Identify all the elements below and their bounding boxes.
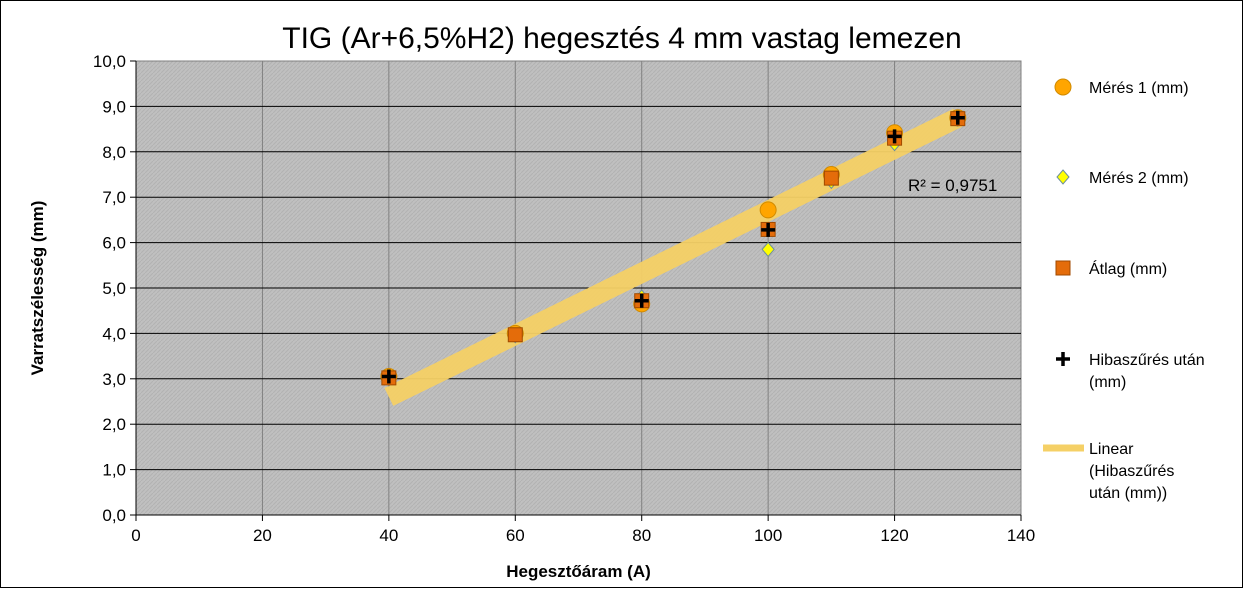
y-tick-label: 3,0 [102,370,126,389]
y-tick-label: 10,0 [93,52,126,71]
data-point-plus [887,129,902,144]
y-tick-label: 4,0 [102,324,126,343]
data-point-diamond [761,241,775,258]
legend-label-line: (mm) [1089,374,1126,391]
y-axis-title: Varratszélesség (mm) [28,201,47,376]
data-point-square [823,170,839,186]
chart-title: TIG (Ar+6,5%H2) hegesztés 4 mm vastag le… [282,22,961,55]
legend-label-line: (Hibaszűrés [1089,463,1174,480]
legend-label-line: Linear [1089,441,1134,458]
data-point-plus [950,110,965,125]
data-point-plus [381,369,396,384]
y-tick-label: 1,0 [102,461,126,480]
x-tick-label: 140 [1007,526,1035,545]
legend-label: Mérés 2 (mm) [1089,170,1189,187]
y-tick-label: 0,0 [102,506,126,525]
legend-label: Hibaszűrés után (mm) [1089,352,1205,391]
x-tick-label: 100 [754,526,782,545]
legend-label-line: Hibaszűrés után [1089,352,1205,369]
y-tick-label: 5,0 [102,279,126,298]
y-tick-label: 9,0 [102,97,126,116]
x-tick-label: 60 [506,526,525,545]
data-point-circle [1054,78,1072,96]
x-tick-label: 80 [632,526,651,545]
data-point-circle [759,201,777,219]
series-4 [381,110,965,384]
data-point-square [1055,260,1071,276]
data-point-plus [634,293,649,308]
data-point-plus [761,222,776,237]
x-tick-label: 120 [880,526,908,545]
y-tick-label: 6,0 [102,234,126,253]
data-point-diamond [1056,169,1070,185]
x-axis-title: Hegesztőáram (A) [506,562,651,581]
legend-label: Átlag (mm) [1089,259,1167,278]
r-squared-label: R² = 0,9751 [908,176,997,195]
data-point-plus [1056,352,1070,366]
y-tick-label: 8,0 [102,143,126,162]
y-tick-label: 2,0 [102,415,126,434]
legend-label-line: után (mm)) [1089,485,1167,502]
legend-label: Linear (Hibaszűrés után (mm)) [1089,441,1174,502]
trendline [384,108,963,406]
x-tick-label: 40 [379,526,398,545]
legend-label: Mérés 1 (mm) [1089,80,1189,97]
x-tick-label: 0 [131,526,140,545]
x-tick-label: 20 [253,526,272,545]
data-point-square [507,327,523,343]
y-tick-label: 7,0 [102,188,126,207]
